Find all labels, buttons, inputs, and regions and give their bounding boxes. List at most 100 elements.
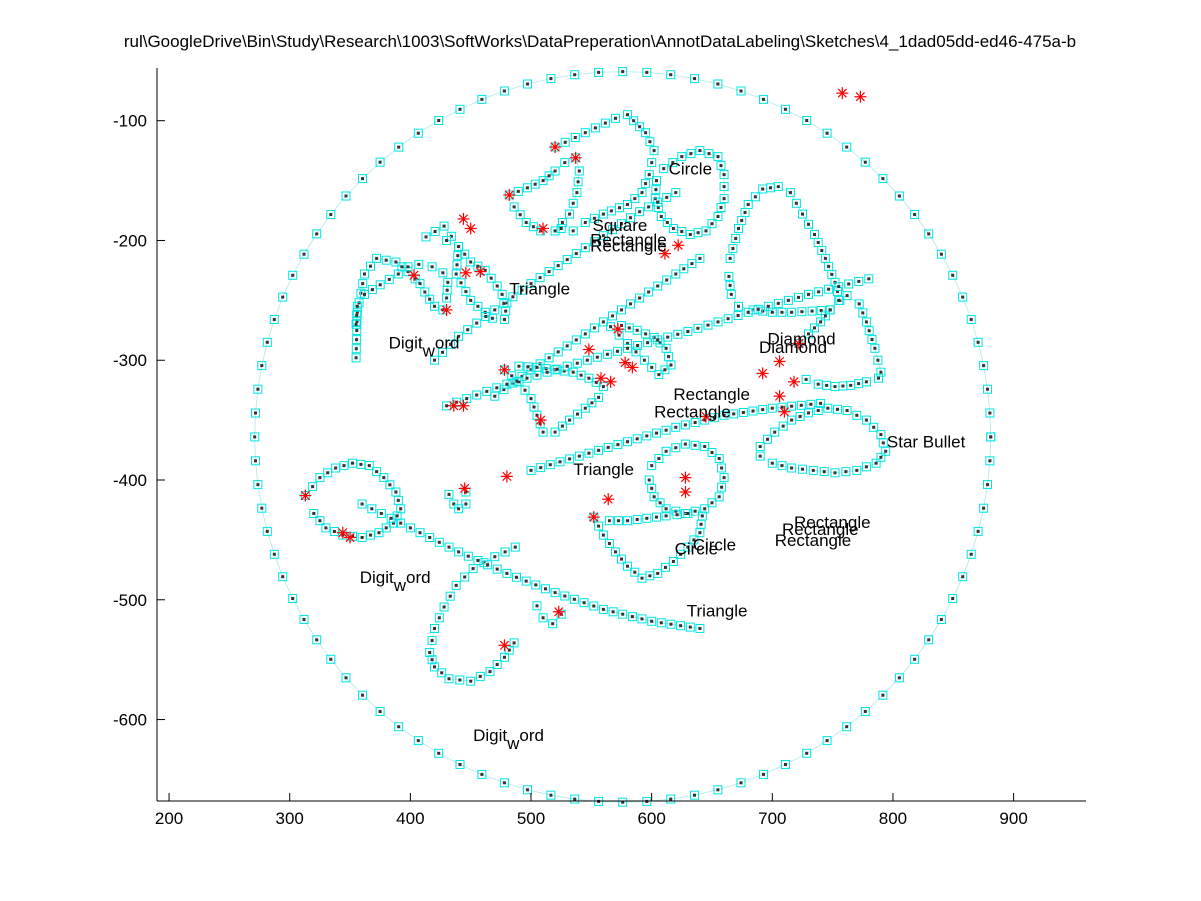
dot-marker [616,443,620,447]
square-marker [825,305,835,315]
dot-marker [634,350,638,354]
dot-marker [683,423,687,427]
dot-marker [471,567,475,571]
corner-star-stroke [458,214,469,224]
dot-marker [571,229,575,233]
square-marker [677,152,687,162]
square-marker [713,152,723,162]
corner-star-stroke [855,92,866,102]
dot-marker [790,404,794,408]
dot-marker [464,290,468,294]
dot-marker [312,512,316,515]
square-marker [482,386,492,396]
dot-marker [659,621,663,625]
dot-marker [801,212,804,216]
square-marker [574,451,584,461]
corner-star-stroke [458,401,469,411]
dot-marker [344,676,348,680]
dot-marker [583,406,587,410]
square-marker [486,273,496,283]
square-marker [763,434,772,444]
dot-marker [648,574,652,578]
square-marker [632,515,642,524]
dot-marker [502,89,506,93]
square-marker [251,408,260,418]
square-marker [713,79,723,89]
square-marker [717,463,727,473]
square-marker [598,317,608,327]
dot-marker [265,340,269,344]
dot-marker [583,131,587,135]
dot-marker [632,119,636,123]
dot-marker [480,772,484,776]
dot-marker [737,304,740,308]
dot-marker [790,310,794,314]
dot-marker [448,594,452,598]
square-marker [683,327,693,336]
dot-marker [636,344,640,347]
square-marker [816,317,826,327]
dot-marker [655,179,658,183]
square-marker [719,410,729,420]
dot-marker [780,310,784,314]
dot-marker [520,288,524,292]
square-marker [629,116,639,126]
dot-marker [517,380,521,384]
annotation-label: Triangle [509,279,570,298]
dot-marker [520,374,524,378]
square-marker [656,212,666,221]
dot-marker [449,342,453,346]
square-marker [403,262,413,272]
dot-marker [445,288,449,292]
dot-marker [486,563,490,567]
x-tick-label: 500 [517,809,545,828]
dot-marker [437,540,441,544]
dot-marker [698,256,702,260]
dot-marker [675,513,679,517]
dot-marker [495,567,499,571]
corner-star [854,90,867,103]
square-marker [512,572,521,582]
square-marker [854,276,864,286]
dot-marker [844,470,848,474]
dot-marker [874,461,878,465]
square-marker [509,202,519,212]
square-marker [315,473,325,483]
dot-marker [458,763,462,766]
square-marker [375,157,385,167]
square-marker [713,317,723,327]
square-marker [568,226,578,236]
dot-marker [375,256,379,260]
square-marker [352,301,362,311]
square-marker [626,213,635,223]
square-marker [861,462,871,472]
corner-star-stroke [550,142,560,152]
dot-marker [720,485,724,489]
square-marker [523,79,532,89]
dot-marker [507,648,511,652]
dot-marker [621,612,625,616]
square-marker [560,137,570,147]
dot-marker [417,262,421,266]
square-marker [278,572,288,582]
dot-marker [849,383,853,387]
dot-marker [629,216,632,220]
square-marker [804,289,813,299]
square-marker [948,270,958,280]
square-marker [262,526,272,536]
dot-marker [513,545,517,549]
dot-marker [726,317,730,321]
dot-marker [334,466,338,470]
square-marker [556,609,566,619]
dot-marker [825,131,829,135]
dot-marker [544,587,547,591]
square-marker [676,621,686,631]
dot-marker [652,149,656,153]
square-marker [444,542,454,552]
dot-marker [361,177,364,181]
dot-marker [565,344,569,348]
dot-marker [870,338,874,341]
dot-marker [454,583,458,587]
corner-star-stroke [345,532,355,543]
corner-star [503,188,516,201]
